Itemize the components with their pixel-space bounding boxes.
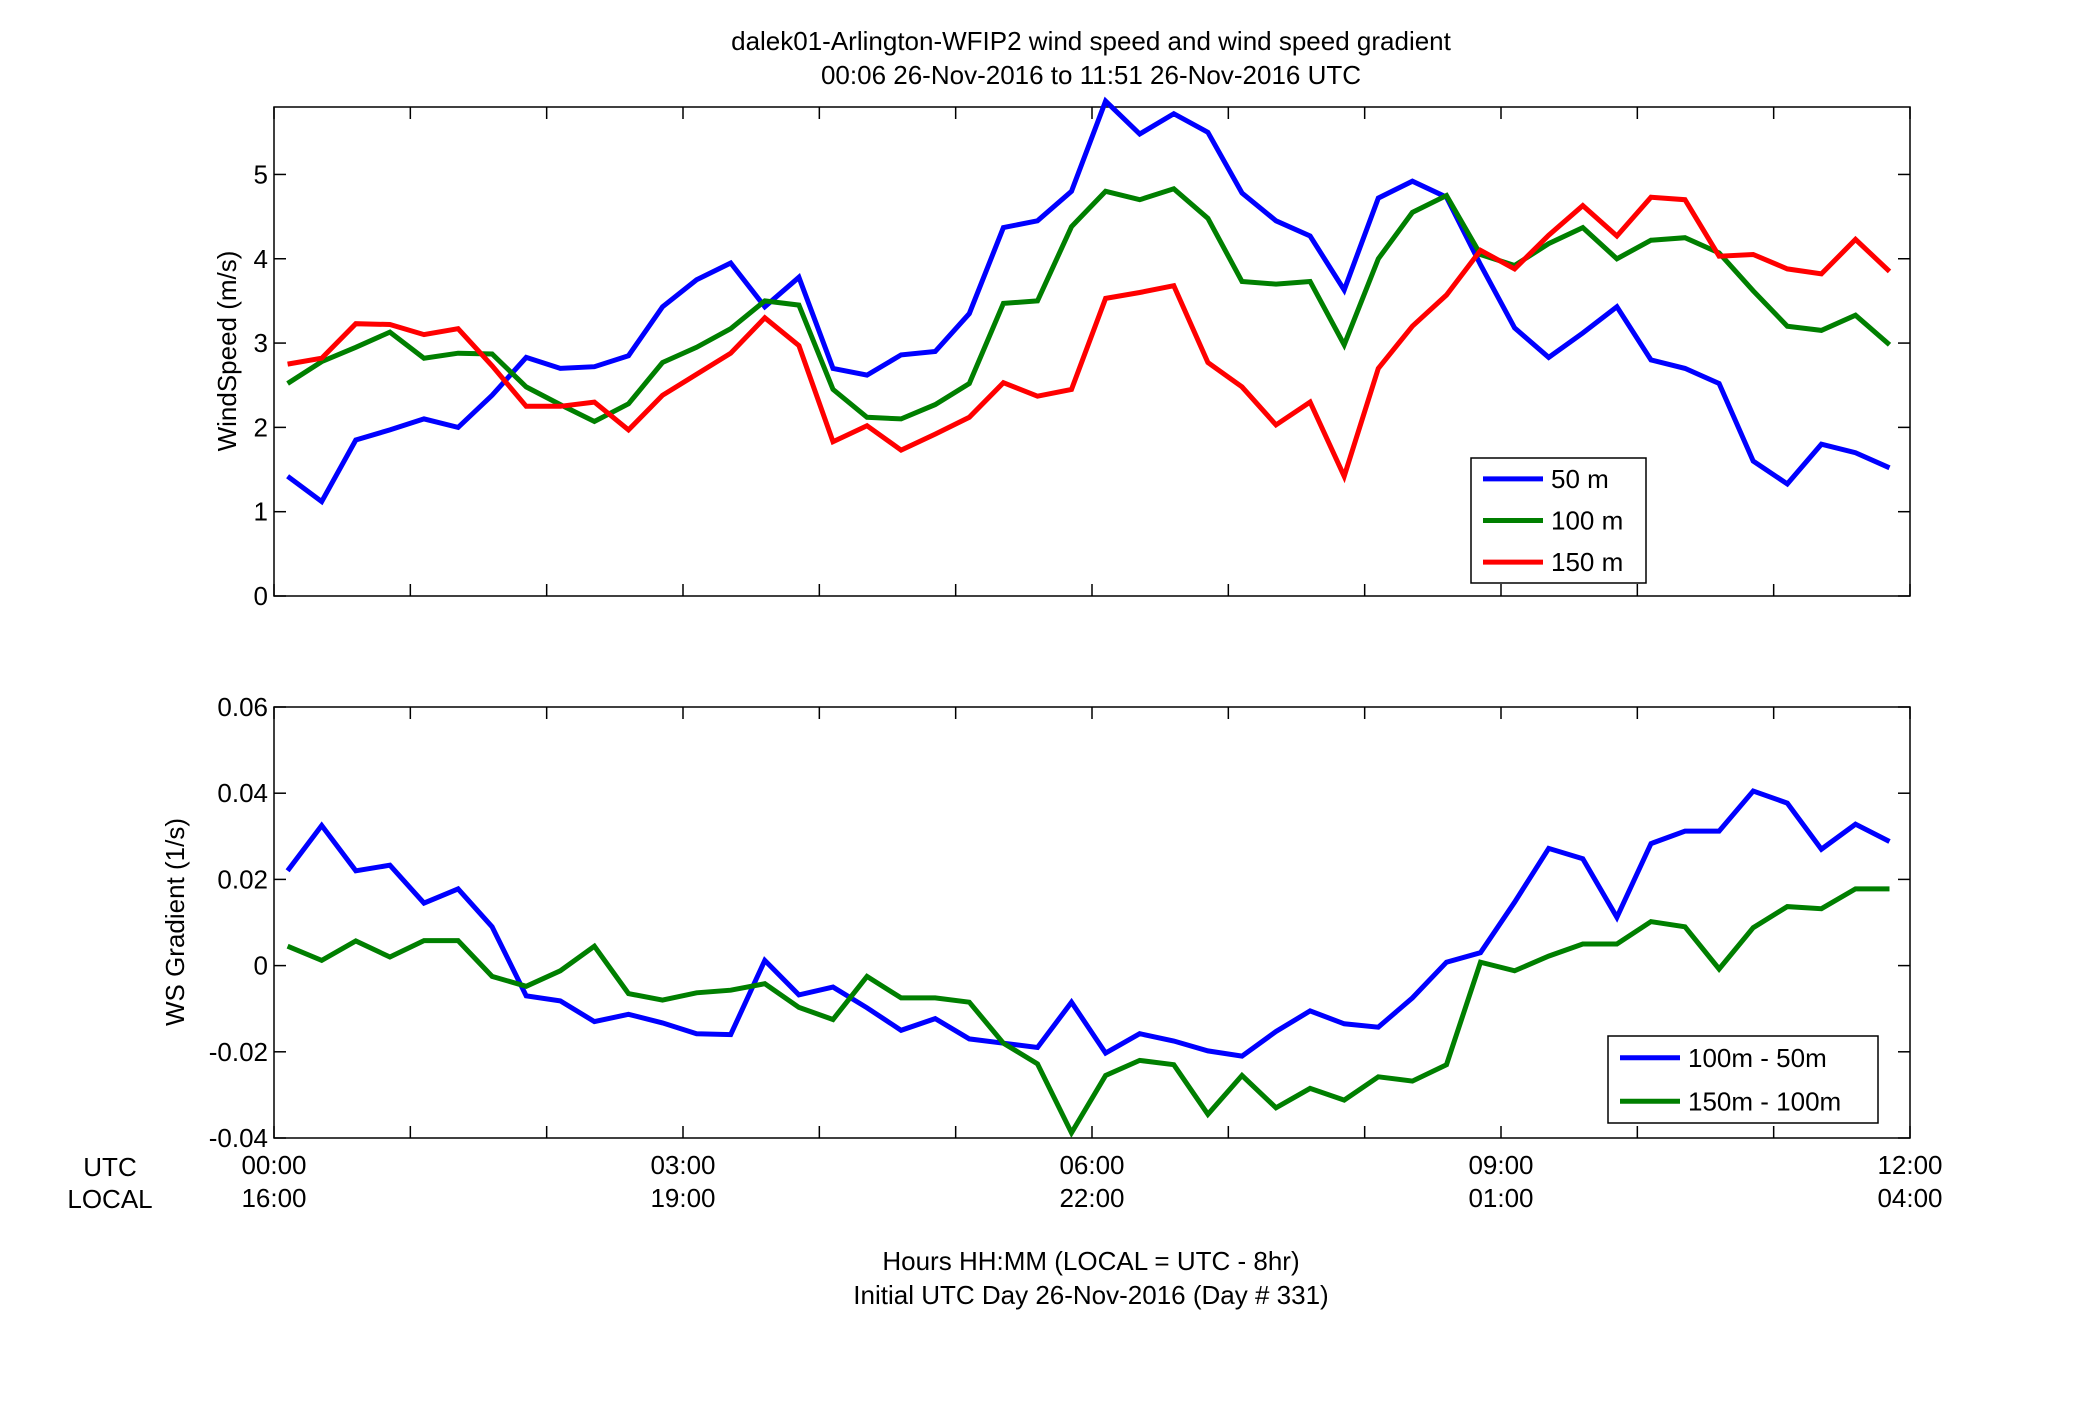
gradient-ytick-label: 0.06 [217,692,268,722]
local-tick-label: 04:00 [1877,1183,1942,1213]
windspeed-ytick-label: 5 [254,159,268,189]
local-tick-label: 22:00 [1059,1183,1124,1213]
gradient-ytick-label: 0.04 [217,778,268,808]
windspeed-y-axis-label: WindSpeed (m/s) [212,251,242,452]
windspeed-ytick-label: 3 [254,328,268,358]
utc-row-label: UTC [83,1152,136,1182]
gradient-ytick-label: -0.04 [209,1123,268,1153]
windspeed-ytick-label: 4 [254,244,268,274]
local-row-label: LOCAL [67,1184,152,1214]
utc-tick-label: 03:00 [650,1150,715,1180]
windspeed-series-50-m [286,96,1891,506]
utc-tick-label: 00:00 [241,1150,306,1180]
windspeed-panel: 0 1 2 3 4 5 WindSpeed (m/s) 50 m 100 m 150 m [212,96,1911,611]
windspeed-ytick-label: 2 [254,412,268,442]
gradient-legend-box [1607,1035,1879,1124]
gradient-series-150m-100m [286,886,1890,1139]
gradient-series-100m-50m [285,788,1891,1059]
local-tick-label: 16:00 [241,1183,306,1213]
windspeed-legend-label: 50 m [1551,464,1609,494]
gradient-legend-label: 100m - 50m [1688,1043,1827,1073]
chart-title-line2: 00:06 26-Nov-2016 to 11:51 26-Nov-2016 U… [821,60,1361,90]
local-tick-label: 01:00 [1468,1183,1533,1213]
windspeed-series-100-m [286,185,1892,425]
gradient-panel: -0.04 -0.02 0 0.02 0.04 0.06 WS Gradient (1/s… [160,692,1911,1153]
windspeed-plot-frame [273,106,1911,597]
gradient-legend: 100m - 50m 150m - 100m [1607,1035,1879,1124]
windspeed-series-150-m [287,194,1892,484]
x-axis-caption-line1: Hours HH:MM (LOCAL = UTC - 8hr) [882,1246,1299,1276]
windspeed-legend-label: 100 m [1551,506,1623,536]
utc-tick-label: 09:00 [1468,1150,1533,1180]
gradient-ytick-label: 0.02 [217,864,268,894]
local-tick-label: 19:00 [650,1183,715,1213]
chart-title-line1: dalek01-Arlington-WFIP2 wind speed and w… [731,26,1452,56]
utc-tick-label: 06:00 [1059,1150,1124,1180]
windspeed-legend: 50 m 100 m 150 m [1470,457,1647,584]
gradient-y-axis-label: WS Gradient (1/s) [160,818,190,1026]
gradient-ytick-label: -0.02 [209,1037,268,1067]
windspeed-ytick-label: 1 [254,497,268,527]
gradient-legend-label: 150m - 100m [1688,1086,1841,1116]
utc-tick-label: 12:00 [1877,1150,1942,1180]
x-axis-caption-line2: Initial UTC Day 26-Nov-2016 (Day # 331) [853,1280,1328,1310]
windspeed-ytick-label: 0 [254,581,268,611]
windspeed-legend-label: 150 m [1551,547,1623,577]
gradient-ytick-label: 0 [254,951,268,981]
